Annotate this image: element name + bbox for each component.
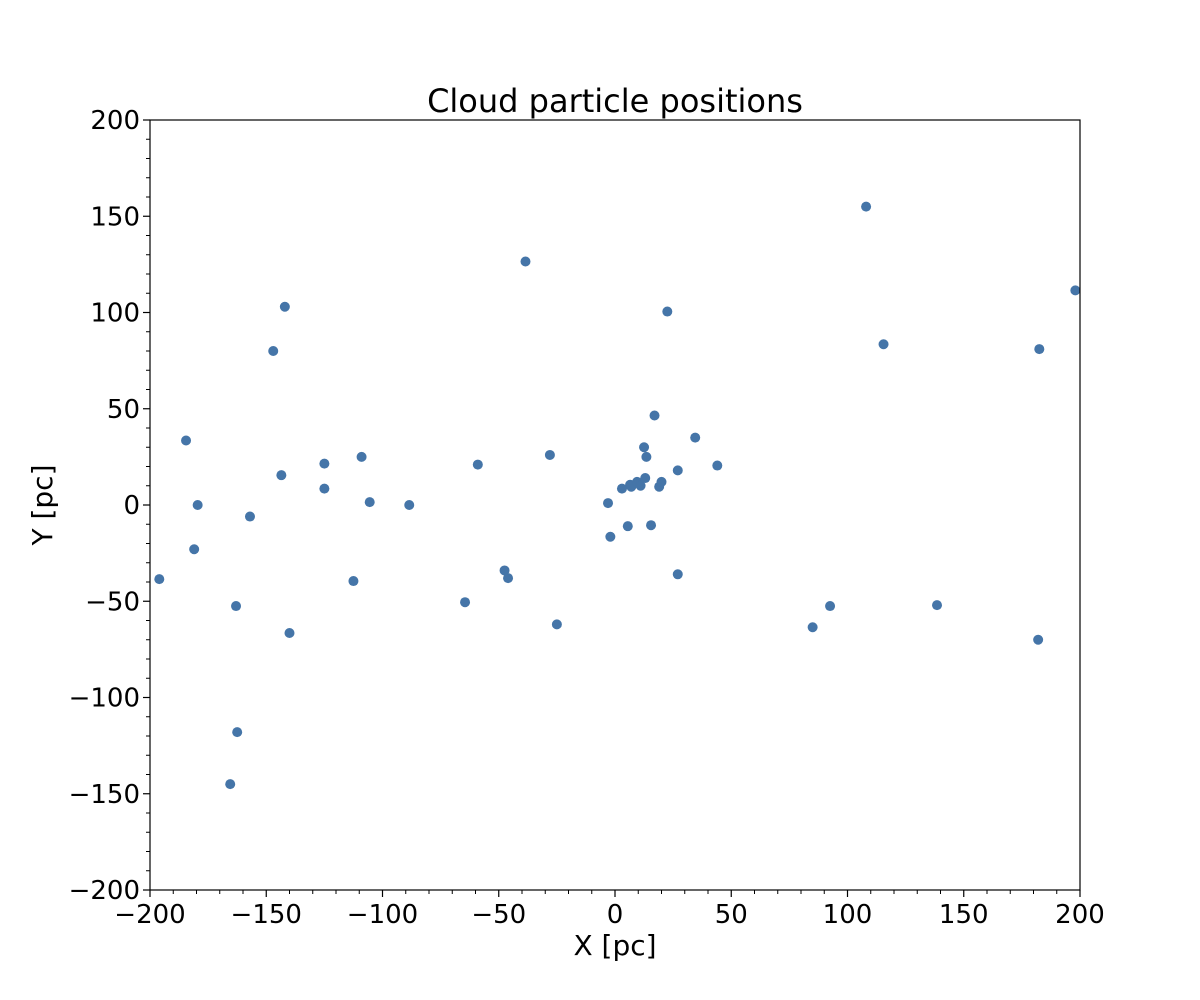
y-axis-label: Y [pc] — [26, 464, 59, 546]
data-point — [181, 435, 192, 446]
y-tick-label: −50 — [85, 587, 140, 617]
data-point — [460, 597, 471, 608]
axis-ticks — [143, 119, 1081, 897]
data-point — [656, 476, 667, 487]
data-point — [662, 306, 673, 317]
y-tick-label: 200 — [90, 106, 140, 136]
x-tick-label: −200 — [114, 900, 185, 930]
data-points — [154, 201, 1081, 790]
data-point — [231, 601, 242, 612]
data-point — [616, 483, 627, 494]
x-tick-label: −100 — [347, 900, 418, 930]
data-point — [225, 779, 236, 790]
data-point — [825, 601, 836, 612]
data-point — [154, 574, 165, 585]
x-tick-label: 50 — [715, 900, 748, 930]
data-point — [672, 569, 683, 580]
x-tick-label: 150 — [939, 900, 989, 930]
data-point — [356, 451, 367, 462]
data-point — [499, 565, 510, 576]
x-axis-label: X [pc] — [573, 929, 656, 962]
data-point — [672, 465, 683, 476]
data-point — [649, 410, 660, 421]
data-point — [276, 470, 287, 481]
data-point — [404, 500, 415, 510]
y-tick-label: −150 — [69, 780, 140, 810]
data-point — [878, 339, 889, 350]
data-point — [520, 256, 531, 267]
data-point — [635, 480, 646, 491]
data-point — [646, 520, 657, 531]
data-point — [712, 460, 723, 471]
data-point — [244, 511, 255, 522]
x-tick-label: 0 — [607, 900, 624, 930]
data-point — [1070, 285, 1081, 296]
x-tick-label: −150 — [231, 900, 302, 930]
y-tick-label: 0 — [123, 491, 140, 521]
x-tick-label: 200 — [1055, 900, 1105, 930]
y-tick-label: 150 — [90, 202, 140, 232]
data-point — [319, 458, 330, 469]
data-point — [544, 449, 555, 460]
data-point — [639, 442, 650, 453]
data-point — [640, 473, 651, 484]
data-point — [1034, 344, 1045, 355]
y-tick-label: 100 — [90, 299, 140, 329]
data-point — [284, 628, 295, 639]
data-point — [192, 500, 203, 510]
data-point — [605, 531, 616, 542]
data-point — [932, 600, 943, 611]
x-tick-labels: −200 −150 −100 −50 0 50 100 150 200 — [114, 900, 1105, 930]
data-point — [364, 497, 375, 508]
data-point — [319, 483, 330, 494]
data-point — [1033, 634, 1044, 645]
data-point — [690, 432, 701, 443]
data-point — [551, 619, 562, 630]
data-point — [189, 544, 200, 555]
axes-frame — [149, 119, 1081, 891]
data-point — [503, 573, 514, 584]
plot-area — [143, 119, 1081, 897]
data-point — [268, 346, 279, 356]
chart-title: Cloud particle positions — [427, 82, 803, 120]
data-point — [622, 521, 633, 532]
data-point — [348, 576, 359, 587]
y-tick-labels: −200 −150 −100 −50 0 50 100 150 200 — [69, 106, 140, 906]
y-tick-label: −200 — [69, 876, 140, 906]
y-tick-label: 50 — [107, 395, 140, 425]
data-point — [279, 301, 290, 312]
data-point — [232, 727, 243, 738]
data-point — [472, 459, 483, 470]
data-point — [861, 201, 872, 212]
x-tick-label: 100 — [823, 900, 873, 930]
x-tick-label: −50 — [471, 900, 526, 930]
y-tick-label: −100 — [69, 684, 140, 714]
data-point — [603, 498, 614, 509]
data-point — [807, 622, 818, 633]
data-point — [641, 451, 652, 462]
